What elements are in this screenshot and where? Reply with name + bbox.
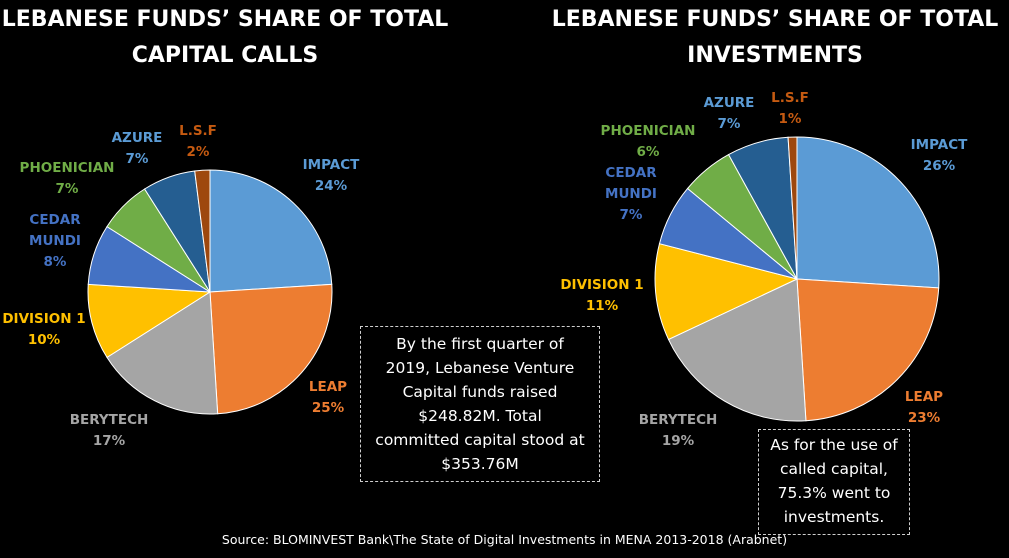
pie-slice-berytech	[106, 291, 219, 415]
slice-label-pct: 10%	[27, 332, 61, 348]
slice-label-leap: LEAP 23%	[905, 387, 943, 429]
note-line: committed capital stood at	[375, 431, 585, 449]
slice-label-lsf: L.S.F 2%	[179, 121, 217, 163]
note-line: $353.76M	[441, 455, 519, 473]
pie-slice-berytech	[667, 278, 807, 422]
slice-label-pct: 26%	[922, 158, 956, 174]
slice-label-pct: 11%	[585, 298, 619, 314]
note-capital-raised: By the first quarter of 2019, Lebanese V…	[360, 326, 600, 482]
slice-label-pct: 7%	[125, 151, 149, 167]
slice-label-pct: 2%	[186, 144, 210, 160]
note-capital-usage: As for the use of called capital, 75.3% …	[758, 429, 910, 535]
slice-label-name: BERYTECH	[69, 412, 149, 428]
slice-label-cedar-mundi: CEDAR MUNDI 8%	[29, 210, 81, 273]
slice-label-name: DIVISION 1	[2, 311, 86, 327]
slice-label-pct: 7%	[619, 207, 643, 223]
slice-label-name: PHOENICIAN	[19, 160, 115, 176]
pie-slice-division-1	[87, 283, 212, 359]
slice-label-name: AZURE	[111, 130, 163, 146]
pie-slice-l-s-f	[787, 136, 798, 280]
slice-label-impact: IMPACT 24%	[303, 155, 360, 197]
slice-label-name: IMPACT	[910, 137, 968, 153]
slice-label-name: BERYTECH	[638, 412, 718, 428]
pie-slice-leap	[209, 283, 333, 415]
slice-label-name: DIVISION 1	[560, 277, 644, 293]
slice-label-pct: 19%	[661, 433, 695, 449]
slice-label-name: MUNDI	[29, 233, 81, 249]
note-line: $248.82M. Total	[418, 407, 542, 425]
slice-label-name: CEDAR	[605, 165, 657, 181]
slice-label-pct: 25%	[311, 400, 345, 416]
slice-label-name: L.S.F	[179, 123, 217, 139]
slice-label-name: L.S.F	[771, 90, 809, 106]
note-line: called capital,	[780, 460, 888, 478]
note-line: 75.3% went to	[777, 484, 891, 502]
chart-title-line: LEBANESE FUNDS’ SHARE OF TOTAL	[1, 7, 449, 32]
pie-slice-impact	[209, 169, 333, 293]
pie-slice-impact	[796, 136, 940, 289]
slice-label-name: LEAP	[308, 379, 348, 395]
pie-slice-division-1	[654, 243, 799, 341]
slice-label-name: IMPACT	[302, 157, 360, 173]
slice-label-leap: LEAP 25%	[309, 377, 347, 419]
pie-slice-l-s-f	[194, 169, 211, 293]
note-line: By the first quarter of	[396, 335, 564, 353]
pie-slice-leap	[796, 278, 940, 422]
slice-label-berytech: BERYTECH 17%	[70, 410, 149, 452]
slice-label-phoenician: PHOENICIAN 7%	[20, 158, 115, 200]
source-citation: Source: BLOMINVEST Bank\The State of Dig…	[221, 532, 788, 547]
slice-label-name: CEDAR	[29, 212, 81, 228]
note-line: investments.	[783, 508, 885, 526]
slice-label-berytech: BERYTECH 19%	[639, 410, 718, 452]
slice-label-cedar-mundi: CEDAR MUNDI 7%	[605, 163, 657, 226]
slice-label-name: AZURE	[703, 95, 755, 111]
slice-label-pct: 7%	[55, 181, 79, 197]
slice-label-impact: IMPACT 26%	[911, 135, 968, 177]
note-line: Capital funds raised	[402, 383, 558, 401]
slice-label-pct: 1%	[778, 111, 802, 127]
slice-label-division-1: DIVISION 1 11%	[560, 275, 643, 317]
slice-label-pct: 24%	[314, 178, 348, 194]
slice-label-pct: 6%	[636, 144, 660, 160]
chart-title-capital-calls: LEBANESE FUNDS’ SHARE OF TOTAL CAPITAL C…	[0, 2, 450, 74]
chart-title-investments: LEBANESE FUNDS’ SHARE OF TOTAL INVESTMEN…	[540, 2, 1009, 74]
slice-label-name: LEAP	[904, 389, 944, 405]
slice-label-name: PHOENICIAN	[600, 123, 696, 139]
slice-label-pct: 8%	[43, 254, 67, 270]
note-line: 2019, Lebanese Venture	[385, 359, 575, 377]
slice-label-azure: AZURE 7%	[704, 93, 755, 135]
chart-title-line: LEBANESE FUNDS’ SHARE OF TOTAL	[551, 7, 999, 32]
slice-label-pct: 23%	[907, 410, 941, 426]
slice-label-azure: AZURE 7%	[112, 128, 163, 170]
slice-label-pct: 17%	[92, 433, 126, 449]
slice-label-pct: 7%	[717, 116, 741, 132]
slice-label-lsf: L.S.F 1%	[771, 88, 809, 130]
slice-label-division-1: DIVISION 1 10%	[2, 309, 85, 351]
chart-title-line: CAPITAL CALLS	[131, 43, 319, 68]
note-line: As for the use of	[770, 436, 898, 454]
slice-label-phoenician: PHOENICIAN 6%	[601, 121, 696, 163]
slice-label-name: MUNDI	[605, 186, 657, 202]
chart-title-line: INVESTMENTS	[687, 43, 863, 68]
